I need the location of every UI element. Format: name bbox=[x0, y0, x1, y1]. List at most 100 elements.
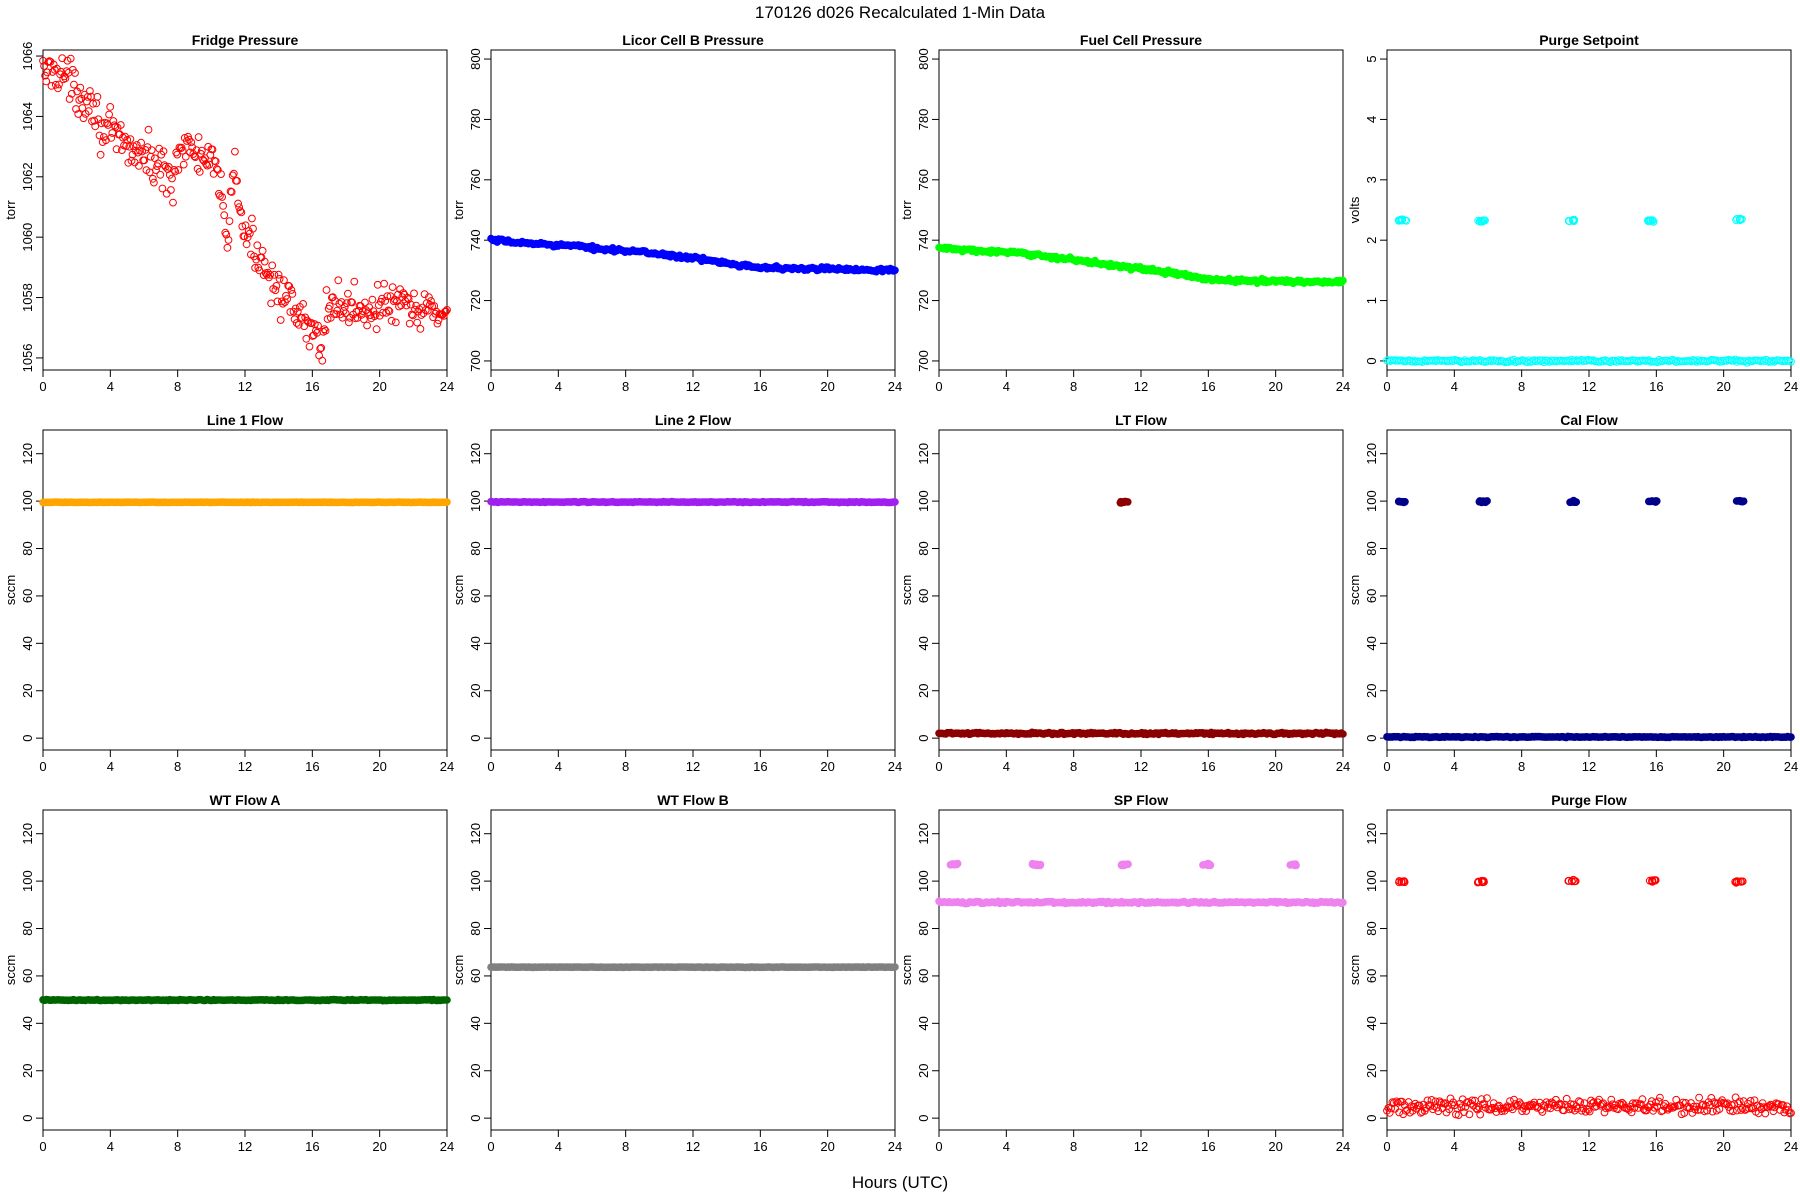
data-point bbox=[197, 146, 206, 155]
data-point bbox=[266, 270, 275, 279]
y-tick-label: 80 bbox=[1364, 541, 1379, 555]
y-tick-label: 740 bbox=[468, 229, 483, 251]
y-tick-label: 0 bbox=[1364, 357, 1379, 364]
x-tick-label: 8 bbox=[1518, 379, 1525, 394]
data-point bbox=[368, 295, 377, 304]
data-point bbox=[179, 160, 188, 169]
data-point bbox=[118, 146, 126, 155]
plot-frame bbox=[42, 429, 448, 751]
data-point bbox=[1745, 1104, 1753, 1113]
data-points bbox=[487, 497, 899, 507]
data-point bbox=[1591, 1103, 1599, 1111]
y-tick-label: 40 bbox=[916, 1016, 931, 1030]
x-tick-label: 20 bbox=[820, 1139, 834, 1154]
data-point bbox=[229, 169, 238, 178]
data-point bbox=[1468, 1096, 1476, 1105]
x-tick-label: 4 bbox=[1451, 379, 1458, 394]
chart-panel: WT Flow A sccm 0 4 8 12 16 20 24 0 20 40 60 80 100 120 bbox=[3, 792, 454, 1154]
data-point bbox=[1427, 1096, 1436, 1104]
data-point bbox=[1569, 498, 1577, 506]
data-point bbox=[1569, 217, 1577, 225]
data-point bbox=[151, 154, 159, 163]
panel-title: Licor Cell B Pressure bbox=[622, 32, 764, 48]
data-point bbox=[1592, 1102, 1601, 1110]
y-tick-label: 1060 bbox=[20, 223, 35, 252]
plot-frame bbox=[42, 809, 448, 1131]
x-tick-label: 0 bbox=[487, 379, 494, 394]
data-point bbox=[195, 168, 204, 176]
data-point bbox=[208, 145, 217, 154]
figure-title: 170126 d026 Recalculated 1-Min Data bbox=[755, 3, 1046, 22]
data-point bbox=[1562, 1094, 1571, 1103]
x-tick-label: 12 bbox=[1134, 1139, 1148, 1154]
plot-frame bbox=[42, 49, 448, 371]
panel-title: Purge Flow bbox=[1551, 792, 1627, 808]
data-point bbox=[70, 80, 78, 89]
data-point bbox=[108, 129, 117, 137]
y-axis-label: sccm bbox=[1347, 575, 1362, 605]
data-point bbox=[417, 311, 426, 319]
data-point bbox=[174, 166, 183, 174]
y-tick-label: 0 bbox=[916, 1115, 931, 1122]
x-tick-label: 20 bbox=[1268, 1139, 1282, 1154]
y-tick-label: 40 bbox=[1364, 1016, 1379, 1030]
data-point bbox=[1658, 1106, 1667, 1115]
x-tick-label: 8 bbox=[1070, 379, 1077, 394]
data-point bbox=[1565, 1105, 1574, 1114]
x-tick-label: 16 bbox=[305, 379, 319, 394]
panel-title: WT Flow B bbox=[657, 792, 729, 808]
x-tick-label: 24 bbox=[1784, 379, 1798, 394]
chart-panel: Line 2 Flow sccm 0 4 8 12 16 20 24 0 20 40 60 80 100 12… bbox=[451, 412, 902, 774]
y-tick-label: 100 bbox=[20, 870, 35, 892]
x-tick-label: 4 bbox=[1003, 379, 1010, 394]
data-point bbox=[433, 319, 442, 328]
y-tick-label: 740 bbox=[916, 229, 931, 251]
data-point bbox=[1392, 1097, 1401, 1106]
data-point bbox=[1769, 1107, 1778, 1116]
data-point bbox=[1638, 1095, 1647, 1104]
data-point bbox=[443, 306, 451, 314]
y-tick-label: 120 bbox=[468, 823, 483, 845]
y-tick-label: 120 bbox=[20, 823, 35, 845]
y-tick-label: 0 bbox=[1364, 1115, 1379, 1122]
data-point bbox=[1737, 1106, 1745, 1114]
data-point bbox=[1433, 1103, 1441, 1112]
data-point bbox=[1476, 1110, 1485, 1119]
data-point bbox=[318, 356, 327, 365]
data-point bbox=[288, 290, 297, 298]
data-point bbox=[314, 321, 322, 330]
data-points bbox=[1383, 214, 1795, 367]
x-tick-label: 20 bbox=[1716, 1139, 1730, 1154]
y-tick-label: 20 bbox=[468, 1064, 483, 1078]
x-tick-label: 24 bbox=[1784, 1139, 1798, 1154]
y-axis-label: sccm bbox=[3, 955, 18, 985]
data-point bbox=[1607, 1095, 1616, 1104]
y-tick-label: 60 bbox=[916, 589, 931, 603]
y-tick-label: 0 bbox=[1364, 735, 1379, 742]
data-point bbox=[176, 144, 185, 153]
data-point bbox=[316, 344, 325, 353]
x-tick-label: 16 bbox=[753, 379, 767, 394]
y-tick-label: 80 bbox=[20, 541, 35, 555]
x-tick-label: 24 bbox=[440, 379, 454, 394]
x-tick-label: 0 bbox=[39, 759, 46, 774]
data-point bbox=[302, 334, 311, 343]
data-point bbox=[272, 282, 281, 290]
plot-frame bbox=[490, 49, 896, 371]
data-point bbox=[1408, 1106, 1417, 1115]
data-point bbox=[361, 298, 369, 307]
data-point bbox=[1679, 1098, 1687, 1107]
data-point bbox=[1649, 217, 1658, 226]
data-point bbox=[169, 198, 177, 207]
data-point bbox=[1457, 1103, 1466, 1112]
data-point bbox=[167, 186, 175, 194]
y-tick-label: 760 bbox=[468, 169, 483, 191]
data-point bbox=[1665, 1104, 1674, 1113]
panel-title: WT Flow A bbox=[209, 792, 280, 808]
chart-panel: Purge Flow sccm 0 4 8 12 16 20 24 0 20 40 60 80 100 120 bbox=[1347, 792, 1798, 1154]
data-point bbox=[397, 301, 406, 310]
data-point bbox=[255, 266, 264, 275]
data-point bbox=[442, 307, 450, 316]
y-tick-label: 100 bbox=[468, 870, 483, 892]
